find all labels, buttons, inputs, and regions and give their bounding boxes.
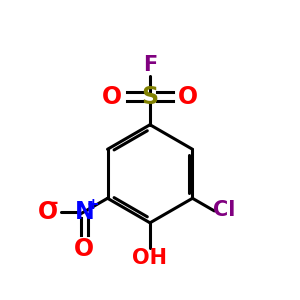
Text: O: O: [74, 237, 94, 261]
Text: O: O: [102, 85, 122, 109]
Text: OH: OH: [133, 248, 167, 268]
Text: -: -: [51, 194, 59, 212]
Text: F: F: [143, 55, 157, 75]
Text: S: S: [141, 85, 159, 109]
Text: Cl: Cl: [214, 200, 236, 220]
Text: O: O: [178, 85, 198, 109]
Text: +: +: [86, 197, 99, 212]
Text: N: N: [74, 200, 94, 224]
Text: O: O: [38, 200, 58, 224]
